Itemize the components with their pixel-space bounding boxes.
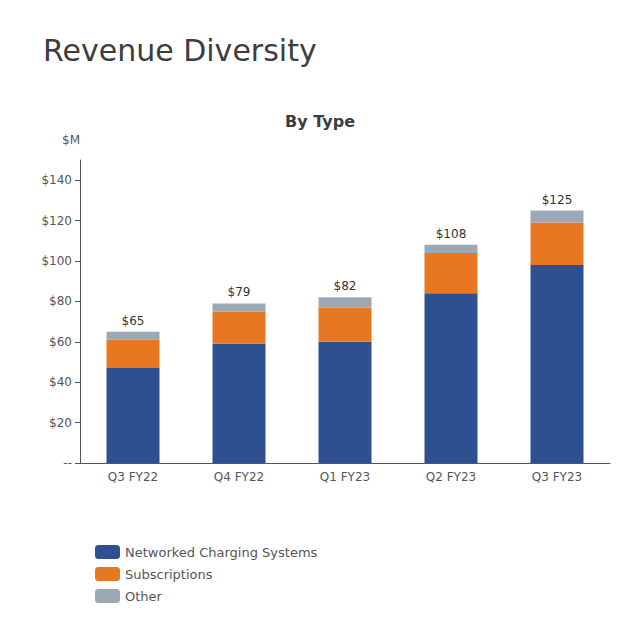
svg-text:$65: $65 — [122, 314, 145, 328]
svg-text:$79: $79 — [228, 285, 251, 299]
svg-text:$M: $M — [62, 133, 80, 147]
svg-text:Q2 FY23: Q2 FY23 — [426, 470, 476, 484]
svg-text:$100: $100 — [41, 254, 72, 268]
svg-text:$80: $80 — [49, 294, 72, 308]
svg-text:$120: $120 — [41, 214, 72, 228]
svg-text:By Type: By Type — [285, 112, 355, 131]
svg-text:Q4 FY22: Q4 FY22 — [214, 470, 264, 484]
svg-text:Q3 FY22: Q3 FY22 — [108, 470, 158, 484]
svg-text:$125: $125 — [542, 193, 573, 207]
svg-text:$108: $108 — [436, 227, 467, 241]
svg-text:$140: $140 — [41, 173, 72, 187]
svg-text:Q3 FY23: Q3 FY23 — [532, 470, 582, 484]
svg-text:$20: $20 — [49, 416, 72, 430]
svg-text:Revenue Diversity: Revenue Diversity — [43, 33, 317, 68]
svg-text:Subscriptions: Subscriptions — [125, 567, 213, 582]
svg-text:$40: $40 — [49, 375, 72, 389]
svg-text:$82: $82 — [334, 279, 357, 293]
svg-text:Q1 FY23: Q1 FY23 — [320, 470, 370, 484]
svg-text:$60: $60 — [49, 335, 72, 349]
svg-text:Other: Other — [125, 589, 163, 604]
svg-text:Networked Charging Systems: Networked Charging Systems — [125, 545, 318, 560]
svg-text:--: -- — [63, 456, 72, 470]
